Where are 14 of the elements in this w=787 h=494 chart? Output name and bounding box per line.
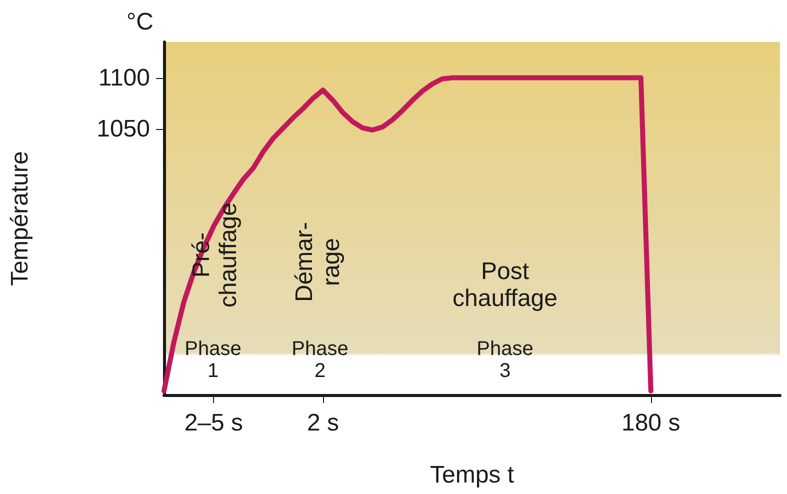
y-tick-label: 1100 <box>98 64 150 92</box>
y-axis-title: Température <box>6 151 34 286</box>
annotation: Phase 1 <box>184 338 242 382</box>
annotation: Démar- rage <box>291 222 345 302</box>
y-tick-label: 1050 <box>96 115 150 142</box>
annotation: Phase 3 <box>476 338 534 382</box>
x-tick-label: 180 s <box>621 410 680 436</box>
annotation: Post chauffage <box>452 258 558 312</box>
annotation: Phase 2 <box>292 338 348 382</box>
x-tick-label: 2 s <box>306 410 339 436</box>
x-axis-title: Temps t <box>430 462 514 488</box>
x-tick-label: 2–5 s <box>184 410 244 436</box>
text: °C <box>126 8 154 36</box>
annotation: Pré- chauffage <box>188 202 242 308</box>
